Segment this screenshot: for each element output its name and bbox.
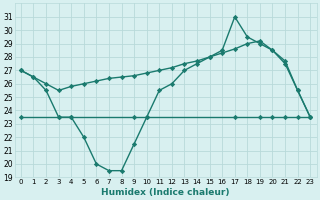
X-axis label: Humidex (Indice chaleur): Humidex (Indice chaleur) — [101, 188, 230, 197]
